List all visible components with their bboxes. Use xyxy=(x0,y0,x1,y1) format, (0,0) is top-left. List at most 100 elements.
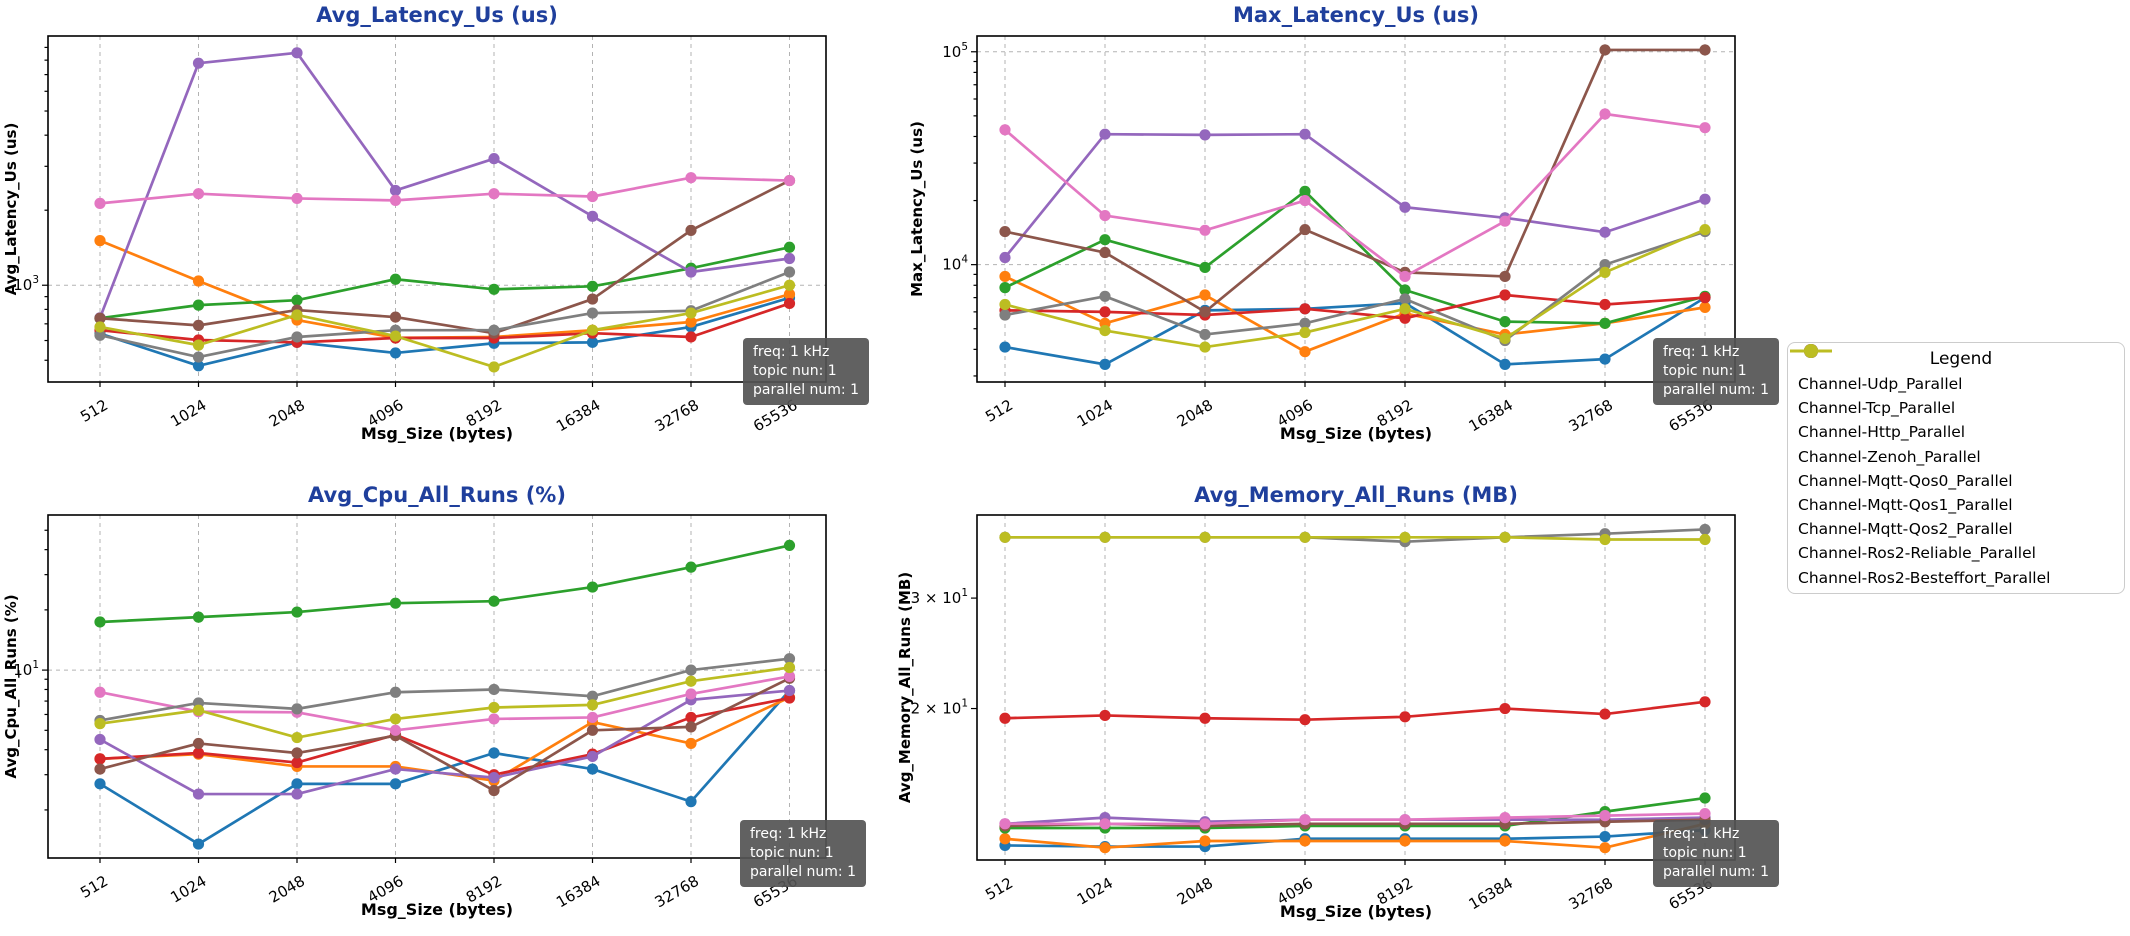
data-point-marker xyxy=(586,711,599,724)
data-point-marker xyxy=(1299,317,1311,329)
x-axis-label: Msg_Size (bytes) xyxy=(361,424,513,443)
data-point-marker xyxy=(1099,290,1111,302)
data-point-marker xyxy=(1399,312,1411,324)
data-point-marker xyxy=(389,713,402,725)
y-tick-label: 104 xyxy=(942,254,968,274)
data-point-marker xyxy=(291,756,303,769)
data-point-marker xyxy=(1399,711,1411,723)
plot-border xyxy=(976,35,1736,383)
data-point-marker xyxy=(1099,128,1111,140)
series-line xyxy=(1003,112,1707,278)
data-point-marker xyxy=(1199,328,1211,341)
chart-title: Avg_Latency_Us (us) xyxy=(316,3,558,27)
data-point-marker xyxy=(1199,129,1211,141)
x-tick-label: 2048 xyxy=(1174,874,1216,909)
data-point-marker xyxy=(1699,292,1711,304)
data-point-marker xyxy=(192,737,205,750)
y-axis-label: Max_Latency_Us (us) xyxy=(908,121,926,297)
data-point-marker xyxy=(586,336,599,348)
data-point-marker xyxy=(389,273,402,285)
data-point-marker xyxy=(783,174,796,187)
data-point-marker xyxy=(192,747,205,759)
x-tick-label: 16384 xyxy=(1466,874,1516,913)
data-point-marker xyxy=(999,833,1011,845)
series-line xyxy=(98,657,791,722)
data-point-marker xyxy=(1499,270,1511,283)
data-point-marker xyxy=(192,275,205,287)
annotation-line-parallel: parallel num: 1 xyxy=(1663,864,1769,880)
legend-marker-icon xyxy=(1790,344,1832,358)
annotation-line-parallel: parallel num: 1 xyxy=(1663,382,1769,398)
data-point-marker xyxy=(1399,814,1411,826)
x-axis-label: Msg_Size (bytes) xyxy=(1280,902,1432,921)
data-point-marker xyxy=(586,307,599,319)
data-point-marker xyxy=(488,324,500,336)
legend-item-label: Channel-Http_Parallel xyxy=(1798,423,1966,442)
data-point-marker xyxy=(1699,44,1711,56)
series-line xyxy=(1003,132,1707,259)
data-point-marker xyxy=(389,778,402,790)
data-point-marker xyxy=(192,788,205,800)
data-point-marker xyxy=(291,47,303,59)
data-point-marker xyxy=(1699,533,1711,546)
data-point-marker xyxy=(1399,531,1411,543)
legend-item-1: Channel-Tcp_Parallel xyxy=(1790,344,2124,420)
data-point-marker xyxy=(389,184,402,197)
plot-border xyxy=(976,514,1736,861)
data-point-marker xyxy=(999,712,1011,724)
data-point-marker xyxy=(291,747,303,759)
legend-item-label: Channel-Ros2-Reliable_Parallel xyxy=(1798,544,2036,563)
data-point-marker xyxy=(1599,317,1611,329)
data-point-marker xyxy=(192,360,205,372)
data-point-marker xyxy=(783,279,796,291)
series-line xyxy=(1003,296,1707,366)
data-point-marker xyxy=(1099,709,1111,722)
annotation-line-topic: topic nun: 1 xyxy=(1663,363,1747,379)
series-line xyxy=(98,51,791,320)
data-point-marker xyxy=(1699,792,1711,804)
series-line xyxy=(98,675,791,732)
data-point-marker xyxy=(783,539,796,552)
series-line xyxy=(98,666,791,739)
data-point-marker xyxy=(94,616,106,628)
data-point-marker xyxy=(783,252,796,265)
data-point-marker xyxy=(685,266,697,278)
chart-max_latency: 512 1024 2048 4096 8192 16384 32768 65536104105… xyxy=(908,3,1736,443)
data-point-marker xyxy=(1299,835,1311,847)
data-point-marker xyxy=(94,753,106,765)
data-point-marker xyxy=(488,153,500,165)
series-line xyxy=(98,676,791,792)
data-point-marker xyxy=(586,724,599,736)
data-point-marker xyxy=(1199,531,1211,543)
series-line xyxy=(1003,189,1707,325)
data-point-marker xyxy=(783,653,796,665)
legend-item-label: Channel-Zenoh_Parallel xyxy=(1798,447,1981,466)
data-point-marker xyxy=(389,311,402,323)
data-point-marker xyxy=(1199,341,1211,353)
x-tick-label: 32768 xyxy=(652,872,702,911)
data-point-marker xyxy=(94,763,106,775)
series-Channel-Mqtt-Qos0_Parallel xyxy=(94,684,796,800)
data-point-marker xyxy=(1299,303,1311,315)
data-point-marker xyxy=(1099,324,1111,337)
data-point-marker xyxy=(1099,531,1111,543)
x-tick-label: 32768 xyxy=(652,396,702,435)
data-point-marker xyxy=(1199,712,1211,724)
data-point-marker xyxy=(192,611,205,623)
x-axis-label: Msg_Size (bytes) xyxy=(1280,424,1432,443)
data-point-marker xyxy=(1499,812,1511,824)
legend-item-label: Channel-Udp_Parallel xyxy=(1798,375,1963,394)
data-point-marker xyxy=(389,330,402,342)
legend-title: Legend xyxy=(1929,349,1993,369)
series-line xyxy=(1003,535,1707,541)
data-point-marker xyxy=(783,684,796,697)
data-point-marker xyxy=(1599,830,1611,843)
data-point-marker xyxy=(586,280,599,292)
data-point-marker xyxy=(291,606,303,618)
x-tick-label: 1024 xyxy=(167,872,209,907)
data-point-marker xyxy=(685,721,697,733)
x-tick-label: 2048 xyxy=(266,872,308,907)
data-point-marker xyxy=(1599,226,1611,238)
data-point-marker xyxy=(783,266,796,278)
